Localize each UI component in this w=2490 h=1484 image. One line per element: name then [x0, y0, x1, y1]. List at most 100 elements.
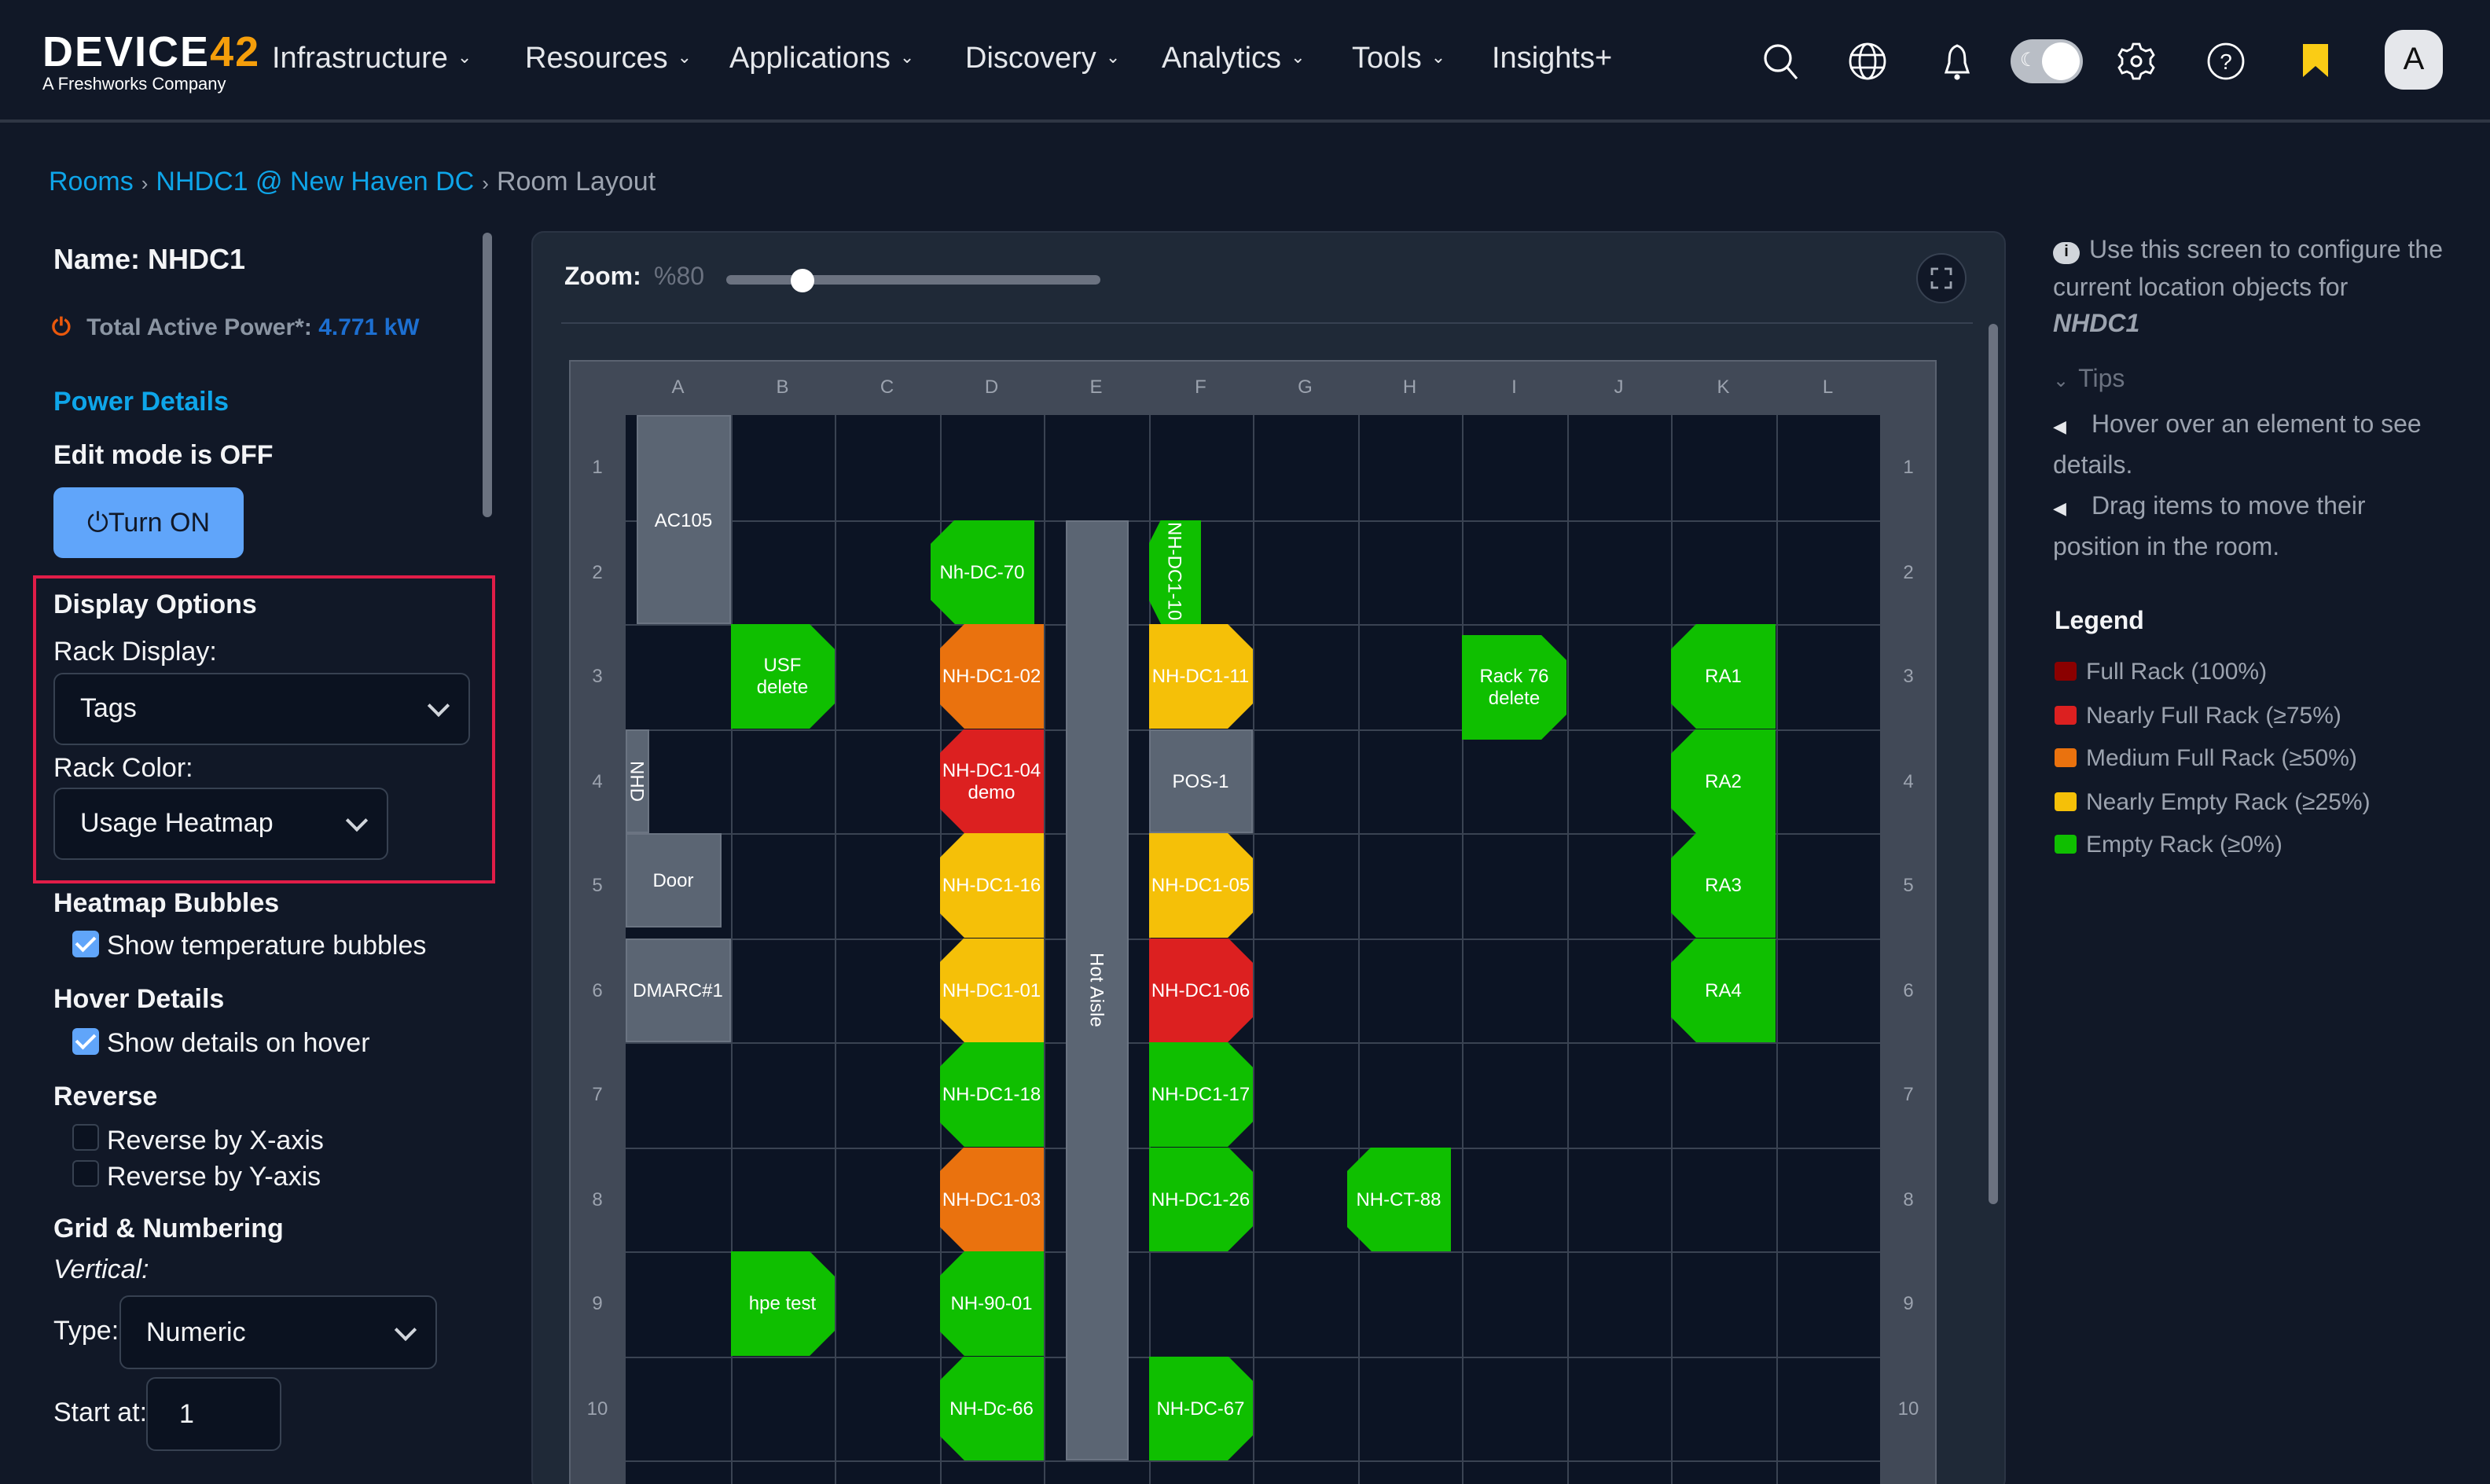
rack-item[interactable]: NH-DC1-03: [939, 1147, 1044, 1251]
zoom-slider-handle[interactable]: [790, 269, 814, 292]
temperature-bubbles-label[interactable]: Show temperature bubbles: [107, 931, 427, 961]
grid-line-horizontal: [626, 1356, 1880, 1357]
rack-item[interactable]: NH-DC1-05: [1148, 833, 1253, 938]
svg-text:?: ?: [2220, 50, 2232, 74]
row-header: 7: [592, 1083, 603, 1106]
hover-details-label[interactable]: Show details on hover: [107, 1028, 370, 1058]
rack-object[interactable]: DMARC#1: [626, 938, 730, 1042]
bookmark-icon[interactable]: [2295, 41, 2336, 82]
rack-item[interactable]: NH-DC1-16: [939, 833, 1044, 938]
rack-item[interactable]: USF delete: [730, 624, 835, 729]
rack-item[interactable]: NH-CT-88: [1346, 1147, 1451, 1251]
rack-label: USF delete: [756, 654, 809, 699]
reverse-y-checkbox[interactable]: [72, 1160, 99, 1187]
rack-item[interactable]: NH-DC-67: [1148, 1356, 1253, 1460]
rack-label: Rack 76 delete: [1479, 665, 1549, 710]
layout-scrollbar[interactable]: [1989, 324, 1998, 1204]
rack-item[interactable]: RA4: [1671, 938, 1776, 1042]
rack-item[interactable]: Rack 76 delete: [1462, 635, 1566, 740]
nav-analytics[interactable]: Analytics ⌄: [1162, 42, 1306, 77]
column-header: I: [1511, 376, 1517, 398]
rack-item[interactable]: hpe test: [730, 1251, 835, 1356]
rack-item[interactable]: NH-DC1-04 demo: [939, 729, 1044, 833]
fullscreen-button[interactable]: [1916, 253, 1967, 303]
chevron-down-icon: [345, 809, 369, 832]
edit-mode-status: Edit mode is OFF: [53, 440, 274, 470]
theme-toggle[interactable]: ☾: [2011, 39, 2083, 83]
nav-resources[interactable]: Resources ⌄: [525, 42, 692, 77]
rack-item[interactable]: NH-90-01: [939, 1251, 1044, 1356]
breadcrumb-building[interactable]: NHDC1 @ New Haven DC: [156, 167, 475, 197]
chevron-down-icon: [427, 694, 450, 718]
rack-object[interactable]: POS-1: [1148, 729, 1253, 833]
row-header: 9: [592, 1292, 603, 1315]
rack-object[interactable]: NHD: [626, 729, 648, 833]
grid-line-vertical: [1776, 415, 1777, 1484]
caret-left-icon: ◀: [2053, 500, 2066, 519]
rack-label: hpe test: [748, 1292, 817, 1315]
rack-item[interactable]: NH-DC1-18: [939, 1042, 1044, 1147]
nav-discovery[interactable]: Discovery ⌄: [965, 42, 1120, 77]
nav-label: Infrastructure: [272, 42, 448, 75]
column-header: A: [671, 376, 685, 398]
zoom-slider[interactable]: [726, 275, 1100, 285]
legend-swatch: [2055, 748, 2077, 767]
rack-item[interactable]: NH-DC1-26: [1148, 1147, 1253, 1251]
nav-infrastructure[interactable]: Infrastructure ⌄: [272, 42, 472, 77]
rack-item[interactable]: RA2: [1671, 729, 1776, 833]
rack-item[interactable]: Nh-DC-70: [930, 520, 1034, 624]
column-header: J: [1614, 376, 1624, 398]
left-panel-scrollbar[interactable]: [483, 233, 492, 517]
column-header: C: [880, 376, 894, 398]
user-avatar[interactable]: A: [2385, 30, 2443, 90]
input-value: 1: [179, 1399, 194, 1429]
help-icon[interactable]: ?: [2205, 41, 2246, 82]
rack-item[interactable]: RA3: [1671, 833, 1776, 938]
rack-label: NHD: [626, 760, 648, 802]
globe-icon[interactable]: [1847, 41, 1888, 82]
numbering-type-select[interactable]: Numeric: [119, 1295, 437, 1369]
type-label: Type:: [53, 1316, 119, 1346]
rack-item[interactable]: NH-DC1-06: [1148, 938, 1253, 1042]
reverse-y-label[interactable]: Reverse by Y-axis: [107, 1162, 321, 1192]
power-details-link[interactable]: Power Details: [53, 387, 229, 417]
grid-line-vertical: [1253, 415, 1254, 1484]
start-at-input[interactable]: 1: [146, 1377, 281, 1451]
rack-item[interactable]: NH-DC1-17: [1148, 1042, 1253, 1147]
gear-icon[interactable]: [2116, 41, 2157, 82]
rack-object[interactable]: Hot Aisle: [1066, 520, 1128, 1460]
row-header: 8: [1903, 1188, 1914, 1210]
rack-object[interactable]: Door: [626, 833, 721, 927]
rack-item[interactable]: NH-DC1-11: [1148, 624, 1253, 729]
bell-icon[interactable]: [1937, 41, 1978, 82]
row-header: 2: [1903, 560, 1914, 583]
nav-tools[interactable]: Tools ⌄: [1352, 42, 1445, 77]
device42-logo[interactable]: DEVICE42 A Freshworks Company: [42, 31, 260, 94]
rack-display-select[interactable]: Tags: [53, 673, 470, 745]
reverse-x-label[interactable]: Reverse by X-axis: [107, 1126, 324, 1155]
rack-item[interactable]: NH-DC1-02: [939, 624, 1044, 729]
search-icon[interactable]: [1761, 41, 1801, 82]
grid-line-vertical: [1671, 415, 1673, 1484]
total-power: ⏻ Total Active Power*: 4.771 kW: [52, 314, 420, 341]
rack-item[interactable]: NH-DC1-10: [1148, 520, 1201, 624]
grid-line-horizontal: [626, 520, 1880, 521]
rack-object[interactable]: AC105: [637, 415, 730, 624]
rack-label: NH-DC1-05: [1151, 874, 1251, 897]
temperature-bubbles-checkbox[interactable]: [72, 931, 99, 957]
legend-swatch: [2055, 662, 2077, 681]
turn-on-button[interactable]: ⏻Turn ON: [53, 487, 244, 558]
nav-applications[interactable]: Applications ⌄: [729, 42, 914, 77]
grid-line-vertical: [730, 415, 732, 1484]
breadcrumb-rooms[interactable]: Rooms: [49, 167, 134, 197]
tips-toggle[interactable]: ⌄ Tips: [2053, 362, 2446, 400]
start-at-label: Start at:: [53, 1398, 148, 1427]
reverse-x-checkbox[interactable]: [72, 1124, 99, 1151]
hover-details-checkbox[interactable]: [72, 1028, 99, 1055]
rack-color-select[interactable]: Usage Heatmap: [53, 788, 388, 860]
nav-insights[interactable]: Insights+: [1492, 42, 1612, 77]
rack-item[interactable]: RA1: [1671, 624, 1776, 729]
rack-item[interactable]: NH-Dc-66: [939, 1356, 1044, 1460]
rack-item[interactable]: NH-DC1-01: [939, 938, 1044, 1042]
rack-label: NH-DC1-03: [942, 1188, 1041, 1210]
